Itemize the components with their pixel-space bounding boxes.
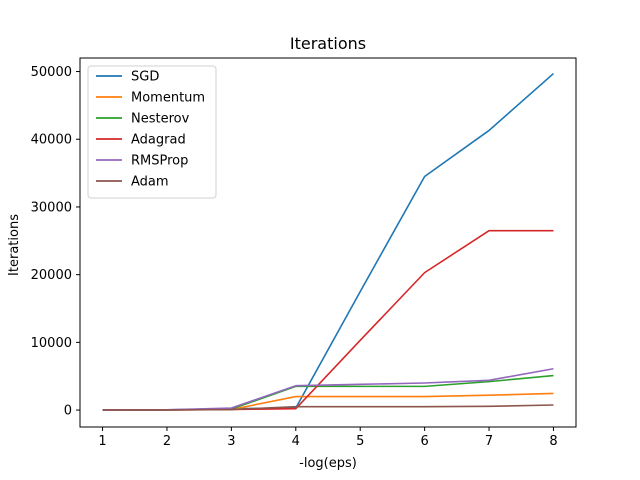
x-tick-label: 1	[98, 434, 106, 449]
y-tick-label: 50000	[31, 65, 72, 80]
y-axis: 0 10000 20000 30000 40000 50000	[31, 65, 80, 419]
series-line-adagrad	[102, 229, 554, 411]
legend-label: Momentum	[131, 91, 205, 106]
x-tick-label: 5	[356, 434, 364, 449]
y-tick-label: 30000	[31, 200, 72, 215]
legend-box	[87, 65, 217, 199]
series-lines	[102, 72, 554, 411]
legend-label: Adagrad	[131, 133, 186, 148]
y-axis-title: Iterations	[7, 214, 22, 276]
legend: SGD Momentum Nesterov Adagrad RMSProp Adam	[87, 65, 217, 199]
x-tick-label: 7	[485, 434, 493, 449]
plot-area	[79, 57, 577, 428]
x-tick-label: 6	[420, 434, 428, 449]
plot-frame	[79, 57, 577, 428]
x-tick-label: 3	[227, 434, 235, 449]
x-tick-label: 8	[549, 434, 557, 449]
x-tick-label: 4	[292, 434, 300, 449]
series-line-adam	[102, 404, 554, 411]
legend-label: Nesterov	[131, 112, 190, 127]
y-tick-label: 0	[64, 404, 72, 419]
legend-label: Adam	[131, 175, 169, 190]
y-tick-label: 20000	[31, 268, 72, 283]
chart-title: Iterations	[290, 34, 366, 53]
x-axis-title: -log(eps)	[299, 456, 357, 471]
legend-label: SGD	[131, 70, 159, 85]
legend-label: RMSProp	[131, 154, 188, 169]
x-tick-label: 2	[163, 434, 171, 449]
y-tick-label: 10000	[31, 336, 72, 351]
x-axis: 1 2 3 4 5 6 7 8	[98, 427, 558, 449]
series-line-momentum	[102, 392, 554, 411]
y-tick-label: 40000	[31, 133, 72, 148]
